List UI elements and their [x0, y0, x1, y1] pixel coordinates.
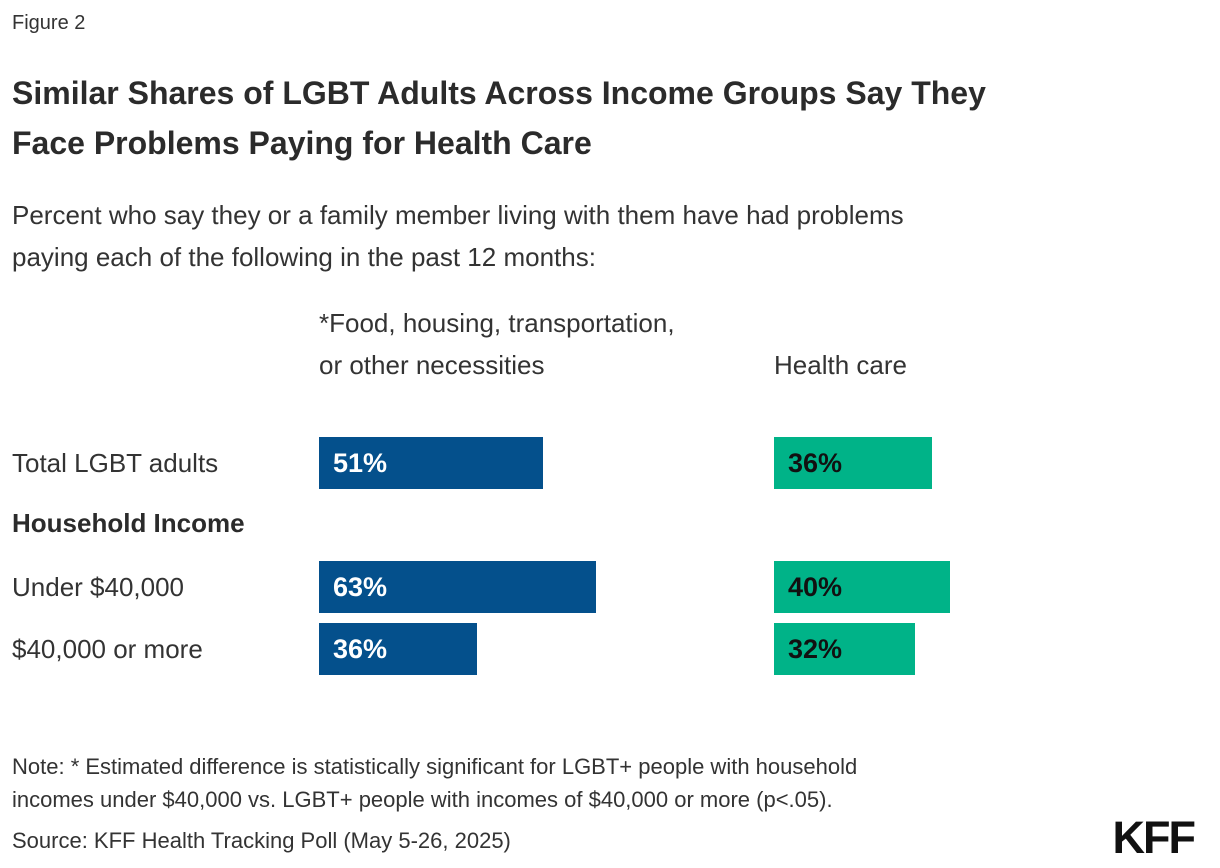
chart-title-line-1: Similar Shares of LGBT Adults Across Inc… [12, 75, 986, 111]
column-header-necessities: *Food, housing, transportation, or other… [319, 308, 675, 380]
bar-value-label: 36% [788, 447, 843, 478]
bar-value-label: 51% [333, 447, 388, 478]
bar-value-label: 40% [788, 571, 843, 602]
figure-label: Figure 2 [12, 12, 86, 34]
note-line-1: Note: * Estimated difference is statisti… [12, 754, 858, 779]
bar-area: 51% 36% [319, 437, 1220, 489]
table-row: Total LGBT adults 51% 36% [0, 437, 1220, 489]
bar-necessities: 63% [319, 561, 596, 613]
bar-area: 36% 32% [319, 623, 1220, 675]
row-label: Total LGBT adults [12, 447, 219, 478]
bar-necessities: 51% [319, 437, 543, 489]
source-text: Source: KFF Health Tracking Poll (May 5-… [12, 828, 511, 853]
chart-title: Similar Shares of LGBT Adults Across Inc… [12, 68, 1212, 168]
kff-logo: KFF [1112, 812, 1196, 863]
bar-value-label: 36% [333, 633, 388, 664]
row-label: $40,000 or more [12, 633, 203, 664]
note-line-2: incomes under $40,000 vs. LGBT+ people w… [12, 787, 833, 812]
row-label: Under $40,000 [12, 571, 185, 602]
chart-subtitle: Percent who say they or a family member … [12, 194, 1212, 278]
chart-title-line-2: Face Problems Paying for Health Care [12, 125, 592, 161]
chart-subtitle-line-2: paying each of the following in the past… [12, 242, 596, 272]
bar-value-label: 63% [333, 571, 388, 602]
note-text: Note: * Estimated difference is statisti… [12, 750, 1072, 816]
bar-necessities: 36% [319, 623, 477, 675]
bar-health-care: 36% [774, 437, 932, 489]
bar-health-care: 40% [774, 561, 950, 613]
column-header-health-care: Health care [774, 350, 907, 380]
bar-health-care: 32% [774, 623, 915, 675]
section-label-household-income: Household Income [12, 508, 245, 538]
bar-area: 63% 40% [319, 561, 1220, 613]
chart-subtitle-line-1: Percent who say they or a family member … [12, 200, 904, 230]
table-row: Under $40,000 63% 40% [0, 561, 1220, 613]
table-row: $40,000 or more 36% 32% [0, 623, 1220, 675]
bar-value-label: 32% [788, 633, 843, 664]
